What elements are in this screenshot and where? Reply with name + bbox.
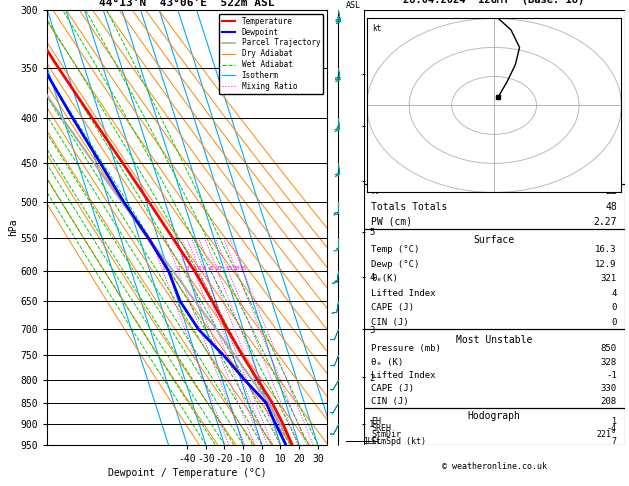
Text: 1: 1 [161,266,165,271]
Text: Temp (°C): Temp (°C) [371,245,420,254]
Text: StmDir: StmDir [371,431,401,439]
Text: Dewp (°C): Dewp (°C) [371,260,420,269]
Text: 8: 8 [210,266,214,271]
Text: Lifted Index: Lifted Index [371,371,436,380]
Text: 221°: 221° [597,431,617,439]
Text: 208: 208 [601,397,617,406]
Text: θₑ (K): θₑ (K) [371,358,404,366]
Text: 6: 6 [203,266,206,271]
Text: 3: 3 [186,266,189,271]
Bar [364,330,625,408]
Text: 2: 2 [176,266,180,271]
X-axis label: Dewpoint / Temperature (°C): Dewpoint / Temperature (°C) [108,468,267,478]
Text: 850: 850 [601,345,617,353]
Text: Most Unstable: Most Unstable [456,335,532,345]
Title: 44°13'N  43°06'E  522m ASL: 44°13'N 43°06'E 522m ASL [99,0,275,8]
Text: 1: 1 [612,417,617,426]
Text: 25: 25 [239,266,247,271]
Text: Lifted Index: Lifted Index [371,289,436,298]
Bar [364,229,625,330]
Title: km
ASL: km ASL [347,0,361,10]
Bar [364,184,625,229]
Text: 0: 0 [611,303,617,312]
Text: CAPE (J): CAPE (J) [371,383,415,393]
Text: 28.04.2024  12GMT  (Base: 18): 28.04.2024 12GMT (Base: 18) [403,0,585,5]
Text: SREH: SREH [371,424,391,433]
Text: 16.3: 16.3 [595,245,617,254]
Text: 321: 321 [601,274,617,283]
Text: 4: 4 [192,266,196,271]
Text: 4: 4 [611,289,617,298]
Text: kt: kt [372,24,381,33]
Text: 2.27: 2.27 [593,217,617,227]
Text: 12.9: 12.9 [595,260,617,269]
Text: -1: -1 [606,371,617,380]
Text: 22: 22 [605,186,617,196]
Text: © weatheronline.co.uk: © weatheronline.co.uk [442,462,547,471]
Legend: Temperature, Dewpoint, Parcel Trajectory, Dry Adiabat, Wet Adiabat, Isotherm, Mi: Temperature, Dewpoint, Parcel Trajectory… [219,14,323,94]
Text: StmSpd (kt): StmSpd (kt) [371,437,426,446]
Text: Totals Totals: Totals Totals [371,202,448,211]
Text: 7: 7 [612,437,617,446]
Y-axis label: hPa: hPa [8,218,18,236]
Text: Surface: Surface [474,235,515,244]
Text: 10: 10 [214,266,221,271]
Text: CAPE (J): CAPE (J) [371,303,415,312]
Text: 1LCL: 1LCL [364,437,382,446]
Text: EH: EH [371,417,381,426]
Text: Hodograph: Hodograph [467,411,521,421]
Text: CIN (J): CIN (J) [371,397,409,406]
Text: CIN (J): CIN (J) [371,318,409,327]
Text: 328: 328 [601,358,617,366]
Text: 20: 20 [233,266,240,271]
Text: 15: 15 [225,266,232,271]
Text: -4: -4 [607,424,617,433]
Text: Pressure (mb): Pressure (mb) [371,345,442,353]
Bar [364,408,625,445]
Text: 5: 5 [198,266,202,271]
Text: PW (cm): PW (cm) [371,217,413,227]
Bar [364,10,625,184]
Text: 48: 48 [605,202,617,211]
Text: θₑ(K): θₑ(K) [371,274,398,283]
Text: K: K [371,186,377,196]
Text: 330: 330 [601,383,617,393]
Text: 0: 0 [611,318,617,327]
